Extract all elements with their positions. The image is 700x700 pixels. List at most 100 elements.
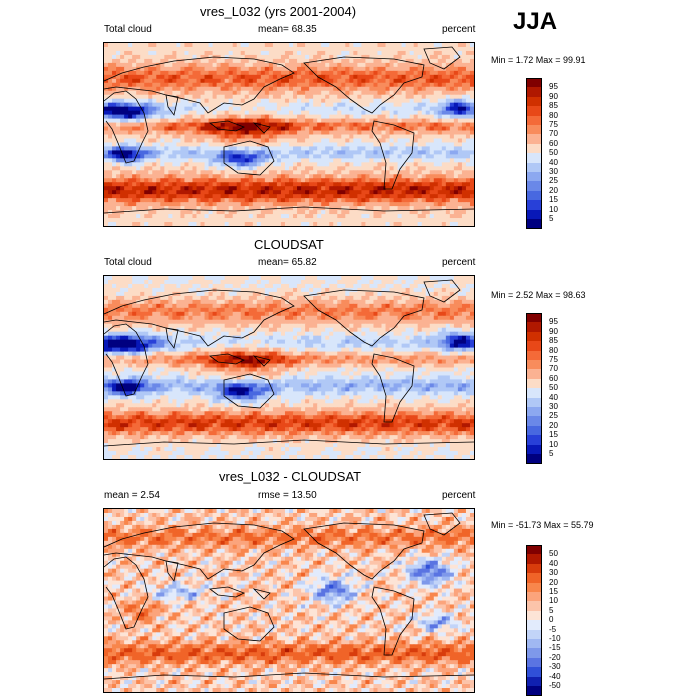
field-cell [156,218,161,223]
field-cell [140,50,145,56]
field-cell [240,178,246,183]
field-cell [433,283,439,289]
field-cell [405,50,411,56]
field-cell [240,102,246,108]
field-cell [112,182,117,187]
field-cell [132,210,137,215]
field-cell [208,146,214,152]
field-cell [393,170,399,175]
field-cell [136,94,141,100]
field-cell [248,134,254,140]
field-cell [381,126,387,132]
field-cell [349,94,354,100]
field-cell [244,222,250,226]
field-cell [433,122,439,128]
field-cell [469,170,474,175]
field-cell [289,50,294,56]
field-cell [425,50,431,56]
field-cell [413,86,419,92]
field-cell [313,202,318,207]
field-cell [204,166,210,171]
field-cell [104,283,109,289]
field-cell [345,162,350,167]
field-cell [337,146,342,152]
field-cell [104,106,109,112]
field-cell [176,283,182,289]
field-cell [377,206,383,211]
field-cell [329,158,334,163]
field-cell [192,94,198,100]
field-cell [280,202,286,207]
field-cell [393,62,399,68]
field-cell [321,46,326,52]
field-cell [325,276,330,281]
field-cell [284,202,290,207]
field-cell [200,146,206,152]
field-cell [469,158,474,163]
field-cell [397,174,403,179]
field-cell [453,295,459,301]
field-cell [264,138,270,144]
field-cell [389,194,395,199]
field-cell [401,50,407,56]
field-cell [417,138,423,144]
field-cell [325,110,330,116]
field-cell [345,106,350,112]
field-cell [457,150,463,155]
field-cell [357,218,362,223]
field-cell [373,170,379,175]
field-cell [321,142,326,148]
field-cell [417,122,423,128]
field-cell [313,130,318,136]
field-cell [445,86,451,92]
field-cell [397,279,403,285]
field-cell [457,62,463,68]
field-cell [212,198,218,203]
field-cell [172,146,177,152]
field-cell [421,166,427,171]
field-cell [413,299,419,305]
field-cell [192,118,198,124]
field-cell [240,170,246,175]
field-cell [152,291,157,297]
field-cell [445,118,451,124]
field-cell [176,190,182,195]
field-cell [373,94,379,100]
field-cell [152,102,157,108]
field-cell [280,222,286,226]
field-cell [184,122,190,128]
field-cell [104,110,109,116]
field-cell [433,198,439,203]
field-cell [156,166,161,171]
field-cell [337,222,342,226]
field-cell [132,90,137,96]
field-cell [369,150,375,155]
field-cell [260,299,266,305]
field-cell [240,98,246,104]
field-cell [284,102,290,108]
field-cell [252,122,258,128]
field-cell [373,222,379,226]
field-cell [152,303,157,309]
field-cell [421,98,427,104]
field-cell [329,279,334,285]
field-cell [361,287,367,293]
field-cell [112,78,117,84]
field-cell [236,126,242,132]
field-cell [144,279,149,285]
field-cell [373,287,379,293]
field-cell [293,174,298,179]
field-cell [405,70,411,76]
field-cell [365,138,371,144]
field-cell [132,295,137,301]
field-cell [152,54,157,60]
field-cell [152,58,157,64]
field-cell [301,98,306,104]
field-cell [216,66,222,72]
field-cell [284,283,290,289]
field-cell [264,283,270,289]
field-cell [208,78,214,84]
field-cell [357,202,362,207]
field-cell [160,94,165,100]
field-cell [453,138,459,144]
